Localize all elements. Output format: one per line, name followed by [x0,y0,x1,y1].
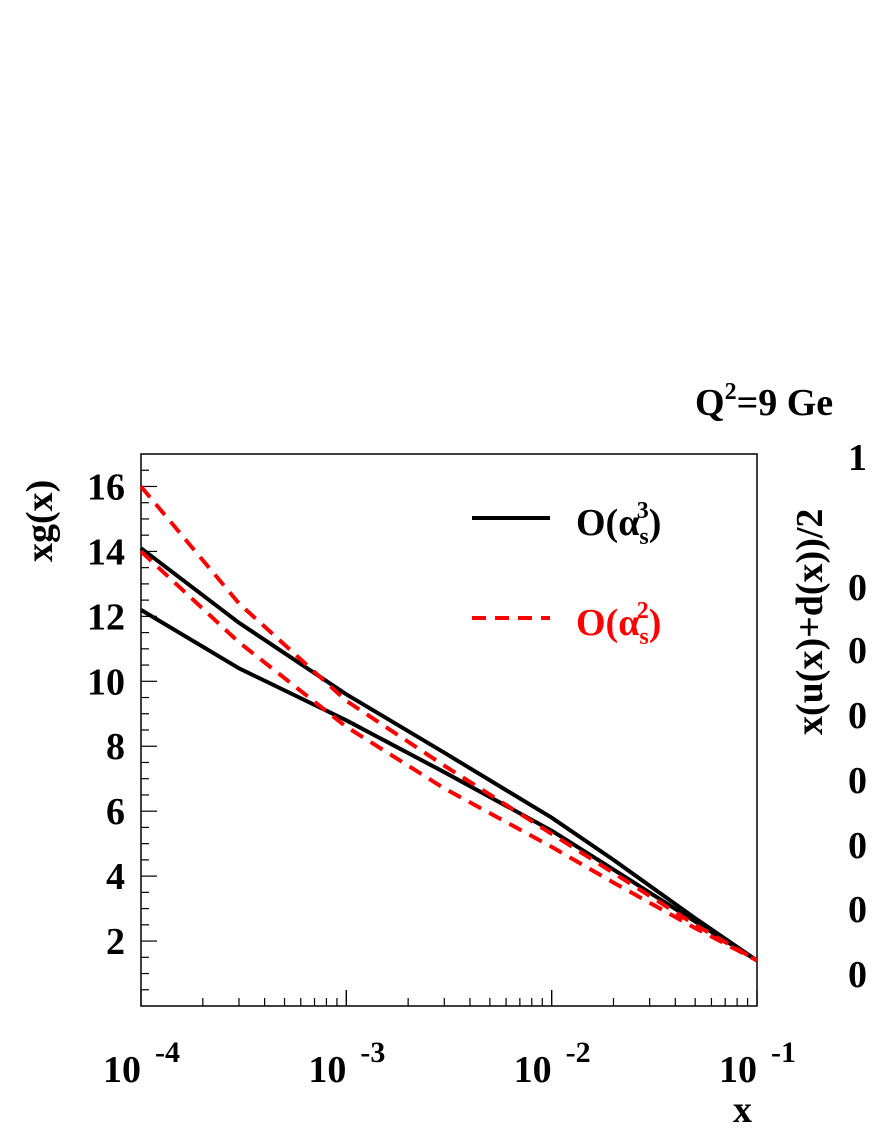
right-panel-y-tick-label: 0 [848,889,867,931]
title-q: Q [695,382,725,424]
right-panel-y-axis-label: x(u(x)+d(x))/2 [789,509,831,735]
legend: O(αs3) O(αs2) [472,498,661,650]
y-tick-label: 10 [87,661,125,703]
series-alpha2-line-3 [139,549,758,963]
right-panel-y-tick-label: 0 [848,567,867,609]
y-tick-labels: 2 4 6 8 10 12 14 16 [87,466,125,963]
plot-frame [140,453,758,1007]
right-panel-y-tick-label: 0 [848,825,867,867]
right-panel-y-tick-labels: 1 0 0 0 0 0 0 0 [848,437,867,996]
x-tick-label: 10 -1 [719,1036,796,1091]
right-panel-y-tick-label: 0 [848,695,867,737]
y-tick-label: 4 [106,856,125,898]
x-tick-label: 10 -4 [103,1036,180,1091]
y-tick-label: 2 [106,921,125,963]
y-tick-label: 6 [106,791,125,833]
series-lines [139,485,759,963]
series-alpha3-line-1 [139,608,759,963]
legend-label-alpha3: O(αs3) [576,498,661,550]
x-axis-label: x [733,1089,752,1128]
x-tick-label: 10 -2 [514,1036,591,1091]
right-panel-y-tick-label: 0 [848,760,867,802]
title-rest: =9 Ge [737,382,834,424]
legend-label-alpha2: O(αs2) [576,598,661,650]
x-tick-labels: 10 -4 10 -3 10 -2 10 -1 [103,1036,796,1091]
y-axis-label: xg(x) [19,480,61,562]
series-alpha2-line-2 [139,485,759,963]
right-panel-y-tick-label: 1 [848,437,867,479]
axis-ticks [140,469,758,1006]
right-panel-y-tick-label: 0 [848,630,867,672]
y-tick-label: 8 [106,726,125,768]
y-tick-label: 16 [87,466,125,508]
y-tick-label: 12 [87,596,125,638]
series-alpha3-line-0 [139,546,759,963]
x-tick-label: 10 -3 [308,1036,385,1091]
right-panel-y-tick-label: 0 [848,954,867,996]
chart-title: Q2=9 Ge [695,379,833,424]
y-tick-label: 14 [87,531,125,573]
title-q-superscript: 2 [725,379,737,405]
